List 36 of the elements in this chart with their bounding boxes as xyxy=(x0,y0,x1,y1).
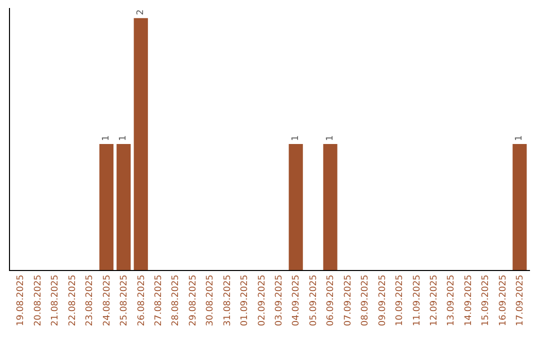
data-label: 1 xyxy=(325,135,336,142)
x-tick-label: 17.09.2025 xyxy=(516,274,526,326)
x-tick-label: 09.09.2025 xyxy=(378,274,388,326)
data-label: 1 xyxy=(118,135,129,142)
x-tick-label: 12.09.2025 xyxy=(430,274,440,326)
x-tick-label: 05.09.2025 xyxy=(308,274,319,326)
x-tick-label: 08.09.2025 xyxy=(360,274,371,326)
x-tick-label: 28.08.2025 xyxy=(171,274,182,326)
x-tick-label: 14.09.2025 xyxy=(464,274,474,326)
x-tick-label: 13.09.2025 xyxy=(446,274,457,326)
x-tick-label: 10.09.2025 xyxy=(395,274,406,326)
x-tick-label: 26.08.2025 xyxy=(136,274,147,326)
x-tick-label: 22.08.2025 xyxy=(68,274,78,326)
data-label: 1 xyxy=(514,135,525,142)
x-tick-label: 27.08.2025 xyxy=(154,274,164,326)
x-tick-label: 11.09.2025 xyxy=(412,274,422,326)
x-tick-label: 21.08.2025 xyxy=(50,274,61,326)
x-tick-label: 07.09.2025 xyxy=(343,274,354,326)
x-tick-label: 02.09.2025 xyxy=(257,274,268,326)
x-tick-label: 19.08.2025 xyxy=(16,274,26,326)
x-tick-label: 25.08.2025 xyxy=(120,274,130,326)
x-tick-label: 16.09.2025 xyxy=(498,274,508,326)
x-tick-label: 03.09.2025 xyxy=(274,274,285,326)
x-tick-label: 04.09.2025 xyxy=(292,274,302,326)
x-tick-label: 01.09.2025 xyxy=(240,274,250,326)
x-tick-label: 29.08.2025 xyxy=(188,274,198,326)
x-tick-label: 20.08.2025 xyxy=(33,274,44,326)
data-label: 2 xyxy=(136,9,146,16)
x-tick-label: 15.09.2025 xyxy=(481,274,492,326)
data-label: 1 xyxy=(101,135,112,142)
x-tick-label: 06.09.2025 xyxy=(326,274,336,326)
x-tick-label: 23.08.2025 xyxy=(85,274,96,326)
x-tick-label: 24.08.2025 xyxy=(102,274,112,326)
x-tick-label: 31.08.2025 xyxy=(222,274,233,326)
x-tick-label: 30.08.2025 xyxy=(206,274,216,326)
data-label: 1 xyxy=(290,135,301,142)
